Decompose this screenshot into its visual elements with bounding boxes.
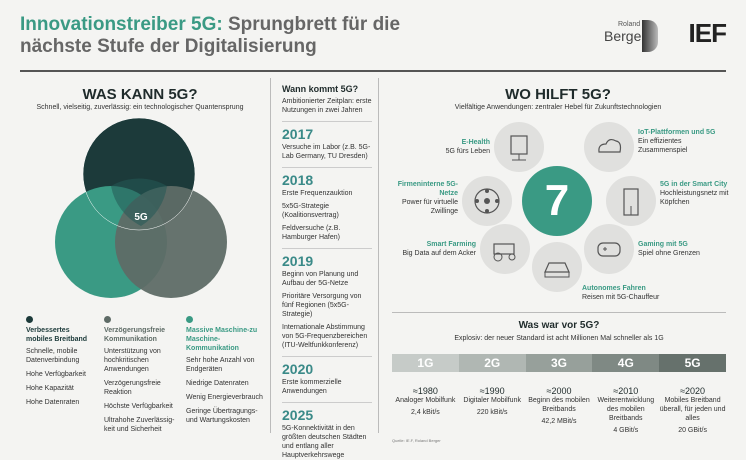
tractor-icon [493,243,516,262]
gen-1g: 1G [392,354,459,372]
page-title: Innovationstreiber 5G: Sprungbrett für d… [20,14,401,57]
building-icon [623,188,639,216]
before-subheading: Explosiv: der neuer Standard ist acht Mi… [454,335,664,342]
ehealth-circle [494,122,544,172]
center-number: 7 [522,166,592,236]
column-divider [378,78,379,433]
source-note: Quelle: IE.F, Roland Berger [392,438,441,443]
app-label-iot: IoT-Plattformen und 5G Ein effizientes Z… [638,129,716,154]
venn-center-label: 5G [134,212,148,223]
logo-mark-icon [642,20,658,52]
generation-details: ≈1980 Analoger Mobilfunk 2,4 kBit/s ≈199… [392,386,726,435]
app-label-enterprise: Firmeninterne 5G-Netze Power für virtuel… [397,181,458,215]
gen-detail: ≈2020 Mobiles Breitband überall, für jed… [659,386,726,434]
timeline-entry: 5x5G-Strategie (Koalitionsvertrag) [282,203,339,219]
timeline-year: 2017 [282,126,314,142]
timeline-entry: 5G-Konnektivität in den größten deutsche… [282,425,367,459]
timeline-entry: Internationale Abstimmung von 5G-Frequen… [282,324,368,349]
gen-2g: 2G [458,354,526,372]
autonomous-circle [532,242,582,292]
header-divider [20,70,726,72]
feature-column-m2m: Massive Maschine-zu Maschine-Kommunikati… [186,316,266,430]
generation-bar: 1G 2G 3G 4G 5G [392,354,726,372]
timeline-entry: Beginn von Planung und Aufbau der 5G-Net… [282,271,359,287]
gaming-circle [584,224,634,274]
medical-device-icon [510,135,528,161]
when-subheading: Ambitionierter Zeitplan: erste Nutzungen… [282,98,372,114]
car-icon [544,262,570,278]
section-divider [392,312,726,313]
timeline-year: 2018 [282,172,314,188]
app-label-smartcity: 5G in der Smart City Hochleistungsnetz m… [660,181,729,206]
app-label-ehealth: E-Health 5G fürs Leben [445,139,490,155]
gen-detail: ≈1990 Digitaler Mobilfunk 220 kBit/s [463,386,521,416]
before-heading: Was war vor 5G? [518,320,600,331]
ief-logo: IEF [688,18,727,48]
gen-detail: ≈1980 Analoger Mobilfunk 2,4 kBit/s [395,386,456,416]
cloud-icon [598,138,622,153]
latency-dot-icon [104,316,111,323]
enterprise-circle [462,176,512,226]
timeline-entry: Versuche im Labor (z.B. 5G-Lab Germany, … [282,144,371,160]
timeline-year: 2020 [282,361,314,377]
gen-4g: 4G [592,354,660,372]
what-heading: WAS KANN 5G? [82,86,198,103]
timeline-year: 2019 [282,253,314,269]
venn-overlap [111,178,167,226]
help-subheading: Vielfältige Anwendungen: zentraler Hebel… [454,104,662,111]
broadband-dot-icon [26,316,33,323]
gen-5g: 5G [659,354,726,372]
gen-3g: 3G [525,354,593,372]
when-heading: Wann kommt 5G? [282,84,359,94]
when-section: Wann kommt 5G? Ambitionierter Zeitplan: … [282,84,372,460]
venn-diagram: 5G [55,117,227,298]
roland-berger-logo: Roland Berger [604,20,658,54]
m2m-dot-icon [186,316,193,323]
gen-detail: ≈2010 Weiterentwicklung des mobilen Brei… [597,386,655,434]
app-label-gaming: Gaming mit 5G Spiel ohne Grenzen [638,241,700,257]
app-label-farming: Smart Farming Big Data auf dem Acker [402,241,476,257]
farming-circle [480,224,530,274]
what-subheading: Schnell, vielseitig, zuverlässig: ein te… [36,104,244,111]
help-heading: WO HILFT 5G? [505,86,611,103]
column-divider [270,78,271,433]
iot-circle [584,122,634,172]
app-label-autonomous: Autonomes Fahren Reisen mit 5G-Chauffeur [582,285,660,301]
feature-column-latency: Verzögerungsfreie Kommunikation Unterstü… [104,316,180,439]
network-icon [474,188,500,214]
gamepad-icon [597,242,621,257]
smartcity-circle [606,176,656,226]
gen-detail: ≈2000 Beginn des mobilen Breitbands 42,2… [528,386,590,425]
timeline-entry: Feldversuche (z.B. Hamburger Hafen) [282,225,341,241]
timeline-year: 2025 [282,407,314,423]
feature-column-broadband: Verbessertes mobiles Breitband Schnelle,… [26,316,96,412]
timeline-entry: Erste Frequenzauktion [282,190,353,197]
timeline-entry: Erste kommerzielle Anwendungen [282,379,342,395]
timeline-entry: Prioritäre Versorgung von fünf Regionen … [282,293,362,318]
